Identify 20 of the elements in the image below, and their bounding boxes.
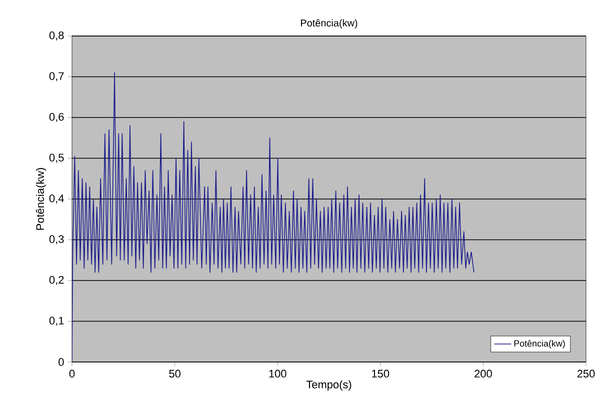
y-tick-label: 0,1 <box>49 316 64 326</box>
y-tick-label: 0,4 <box>49 194 64 204</box>
y-tick-label: 0,3 <box>49 235 64 244</box>
x-tick-label: 0 <box>69 370 75 378</box>
x-axis-title: Tempo(s) <box>306 380 352 391</box>
y-tick-label: 0,5 <box>49 154 64 163</box>
x-tick-label: 150 <box>372 370 390 378</box>
line-series <box>72 72 474 362</box>
y-tick-label: 0,8 <box>49 31 64 41</box>
y-axis-title: Potência(kw) <box>36 168 46 230</box>
y-tick-label: 0,7 <box>49 72 64 82</box>
y-tick-label: 0 <box>58 358 64 366</box>
legend-label: Potência(kw) <box>514 340 565 348</box>
chart-title: Potência(kw) <box>301 19 358 28</box>
y-tick-label: 0,2 <box>49 276 64 286</box>
y-tick-label: 0,6 <box>49 112 64 122</box>
x-tick-label: 200 <box>474 370 492 378</box>
x-tick-label: 100 <box>269 370 286 378</box>
x-tick-label: 50 <box>169 370 180 378</box>
x-tick-label: 250 <box>577 370 595 378</box>
